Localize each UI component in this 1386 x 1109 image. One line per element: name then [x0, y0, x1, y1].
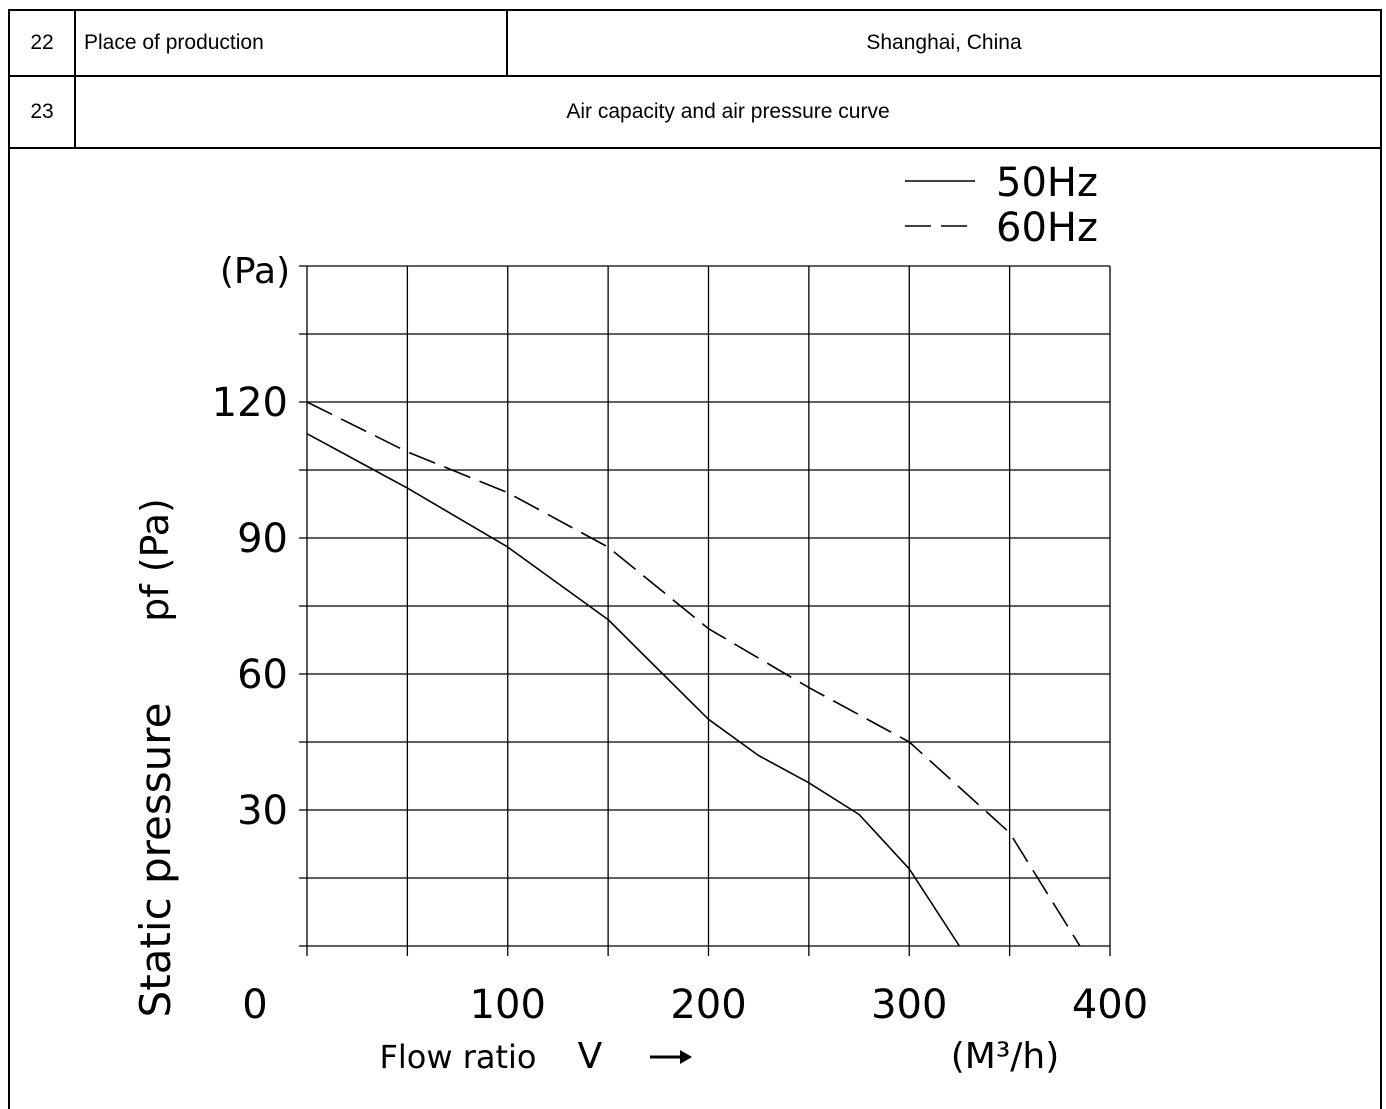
x-tick-label: 100 [470, 982, 546, 1028]
series-line-50Hz [306, 432, 961, 947]
y-axis-symbol: pf (Pa) [133, 498, 177, 622]
row-label: Air capacity and air pressure curve [566, 100, 890, 123]
y-tick-label: 30 [237, 788, 288, 834]
row-number: 23 [10, 77, 76, 147]
x-axis-title: Flow ratio [380, 1038, 537, 1076]
x-tick-label: 0 [242, 982, 267, 1028]
y-axis-title: Static pressure [131, 703, 180, 1018]
chart-cell [8, 149, 1382, 1109]
legend-label: 60Hz [996, 205, 1098, 251]
x-tick-label: 400 [1072, 982, 1148, 1028]
table-row: 23 Air capacity and air pressure curve [8, 77, 1382, 149]
y-unit-label: (Pa) [220, 251, 290, 292]
x-tick-label: 200 [670, 982, 746, 1028]
y-tick-label: 60 [237, 652, 288, 698]
x-axis-symbol: V [578, 1036, 603, 1077]
row-value: Shanghai, China [866, 31, 1022, 54]
series-line-60Hz [306, 401, 1081, 947]
legend-label: 50Hz [996, 160, 1098, 206]
row-number: 22 [10, 11, 76, 75]
row-label: Place of production [76, 11, 508, 75]
table-row: 22 Place of production Shanghai, China [8, 9, 1382, 77]
y-tick-label: 90 [237, 516, 288, 562]
x-tick-label: 300 [871, 982, 947, 1028]
x-arrow-head-icon [680, 1050, 692, 1064]
x-unit-label: (M³/h) [951, 1036, 1060, 1077]
y-tick-label: 120 [212, 380, 288, 426]
